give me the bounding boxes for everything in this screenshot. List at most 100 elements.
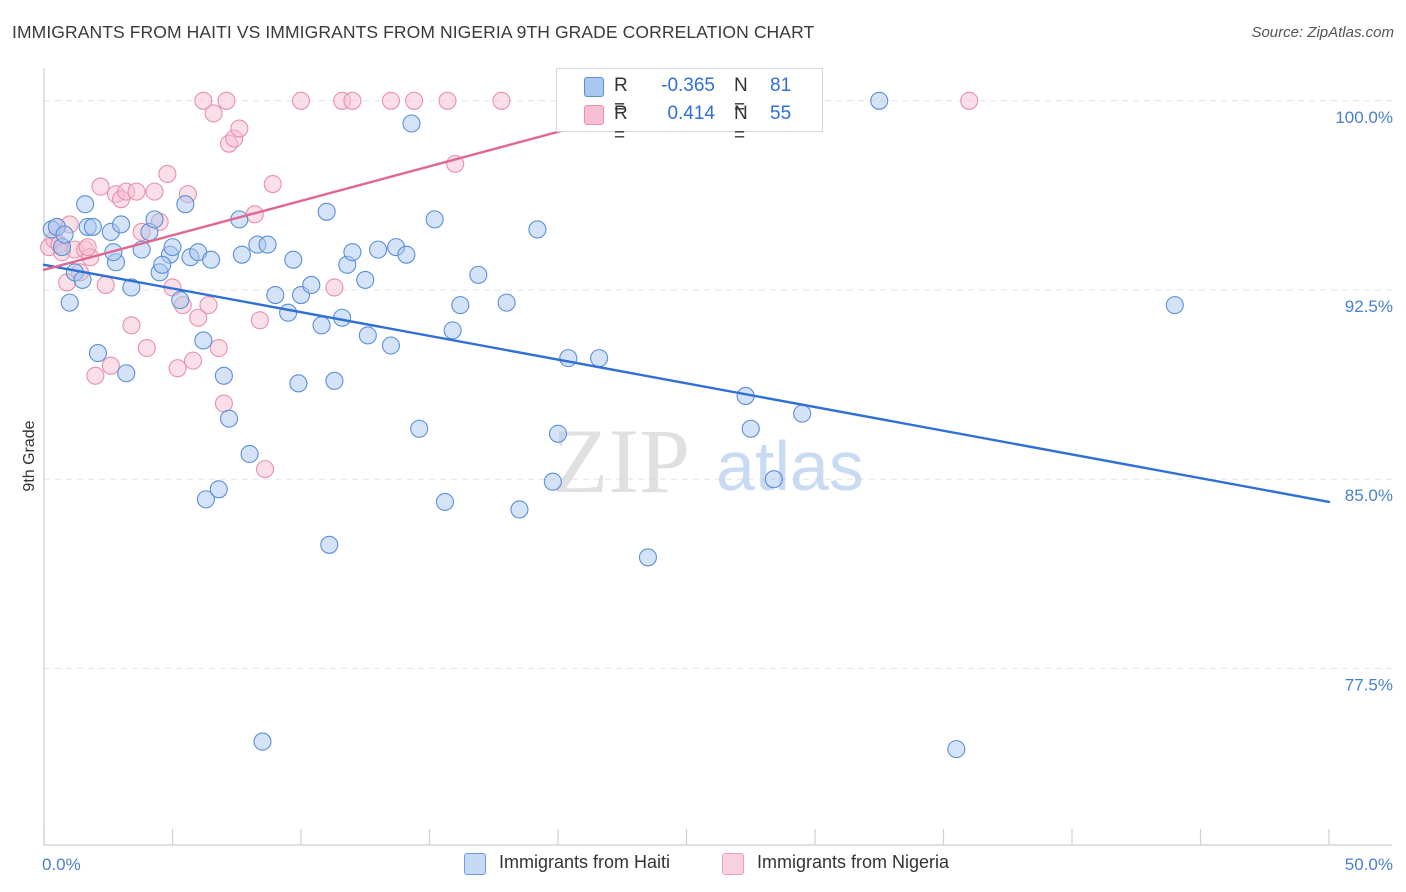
nigeria-point-18	[122, 316, 141, 335]
y-tick-label-2: 85.0%	[1345, 486, 1393, 505]
nigeria-point-12	[91, 177, 110, 196]
haiti-point-71	[870, 91, 889, 110]
haiti-point-28	[219, 409, 239, 428]
nigeria-point-54	[78, 238, 97, 257]
watermark-atlas: atlas	[716, 427, 864, 505]
legend-r-value: 0.414	[667, 103, 715, 124]
haiti-point-60	[510, 500, 529, 519]
haiti-point-31	[240, 444, 259, 464]
haiti-point-20	[163, 238, 182, 257]
series-label-nigeria: Immigrants from Nigeria	[757, 852, 950, 872]
nigeria-points	[40, 91, 979, 479]
nigeria-point-43	[263, 174, 282, 194]
nigeria-point-53	[960, 91, 979, 110]
nigeria-point-36	[217, 91, 236, 110]
y-tick-label-3: 77.5%	[1345, 675, 1393, 694]
legend-r-value: -0.365	[661, 75, 715, 96]
haiti-point-69	[764, 470, 783, 489]
haiti-point-13	[117, 364, 136, 383]
haiti-point-43	[325, 371, 344, 390]
nigeria-point-33	[204, 104, 223, 123]
legend-r-label: R =	[614, 75, 628, 118]
nigeria-point-13	[96, 275, 115, 295]
haiti-point-79	[435, 492, 454, 511]
y-axis-title: 9th Grade	[21, 420, 38, 491]
haiti-point-38	[289, 374, 308, 393]
haiti-point-80	[76, 195, 95, 214]
legend-n-value: 55	[770, 103, 792, 124]
nigeria-point-24	[158, 164, 177, 184]
haiti-point-22	[176, 195, 195, 214]
haiti-point-25	[194, 331, 213, 350]
haiti-point-77	[153, 255, 172, 274]
nigeria-point-34	[209, 338, 228, 358]
haiti-point-68	[741, 419, 760, 438]
x-tick-label-0: 0.0%	[42, 855, 81, 874]
watermark: ZIP atlas	[552, 410, 864, 512]
nigeria-point-41	[250, 311, 269, 330]
haiti-point-57	[451, 296, 470, 315]
nigeria-point-39	[230, 119, 249, 138]
haiti-point-64	[559, 349, 578, 368]
haiti-point-54	[410, 419, 429, 438]
haiti-point-66	[638, 548, 658, 567]
haiti-point-78	[320, 535, 339, 554]
haiti-point-30	[232, 245, 251, 264]
nigeria-point-22	[145, 182, 164, 201]
haiti-point-12	[112, 215, 131, 234]
haiti-point-17	[145, 210, 164, 229]
haiti-point-47	[356, 270, 375, 289]
x-tick-label-1: 50.0%	[1345, 855, 1393, 874]
haiti-point-56	[443, 321, 462, 340]
series-label-haiti: Immigrants from Haiti	[499, 852, 671, 872]
nigeria-point-19	[127, 182, 146, 201]
haiti-point-58	[469, 265, 488, 284]
watermark-zip: ZIP	[552, 410, 690, 512]
nigeria-point-44	[291, 91, 311, 110]
haiti-trend-line	[42, 263, 1331, 504]
haiti-point-21	[171, 291, 190, 310]
haiti-points	[42, 91, 1184, 759]
haiti-point-40	[302, 275, 321, 295]
legend-n-value: 81	[770, 75, 792, 96]
haiti-point-74	[196, 490, 215, 509]
haiti-point-37	[284, 250, 303, 269]
haiti-point-27	[214, 366, 233, 385]
nigeria-point-32	[199, 296, 218, 315]
haiti-point-26	[202, 250, 221, 269]
haiti-point-49	[369, 240, 388, 259]
nigeria-point-50	[438, 91, 457, 110]
haiti-point-59	[497, 293, 516, 312]
haiti-point-3	[55, 225, 74, 244]
haiti-point-42	[317, 202, 336, 221]
haiti-point-46	[343, 243, 362, 262]
chart-title: IMMIGRANTS FROM HAITI VS IMMIGRANTS FROM…	[12, 22, 815, 42]
haiti-point-48	[358, 326, 377, 345]
legend-swatch-nigeria	[584, 105, 604, 125]
series-swatch-haiti	[464, 853, 486, 875]
haiti-point-62	[543, 472, 562, 491]
y-tick-labels: 100.0% 92.5% 85.0% 77.5%	[1335, 108, 1393, 695]
nigeria-point-29	[184, 351, 203, 370]
legend-r-label: R =	[614, 103, 628, 146]
haiti-point-63	[548, 424, 568, 443]
haiti-point-8	[83, 217, 102, 236]
haiti-point-33	[253, 732, 272, 751]
haiti-point-34	[258, 235, 277, 254]
legend-n-label: N =	[734, 103, 748, 146]
haiti-point-4	[60, 293, 79, 312]
nigeria-point-48	[381, 91, 401, 110]
series-swatch-nigeria	[722, 853, 744, 875]
haiti-point-75	[209, 480, 228, 499]
haiti-point-35	[266, 285, 285, 305]
haiti-point-14	[122, 278, 141, 297]
x-tick-labels: 0.0% 50.0%	[42, 855, 1393, 874]
correlation-legend: R = -0.365 N = 81 R = 0.414 N = 55	[556, 68, 823, 146]
nigeria-point-14	[101, 356, 120, 375]
gridlines	[44, 100, 1392, 669]
nigeria-point-42	[255, 460, 275, 479]
nigeria-point-35	[214, 394, 233, 413]
nigeria-point-30	[189, 308, 208, 327]
haiti-point-41	[312, 316, 331, 335]
